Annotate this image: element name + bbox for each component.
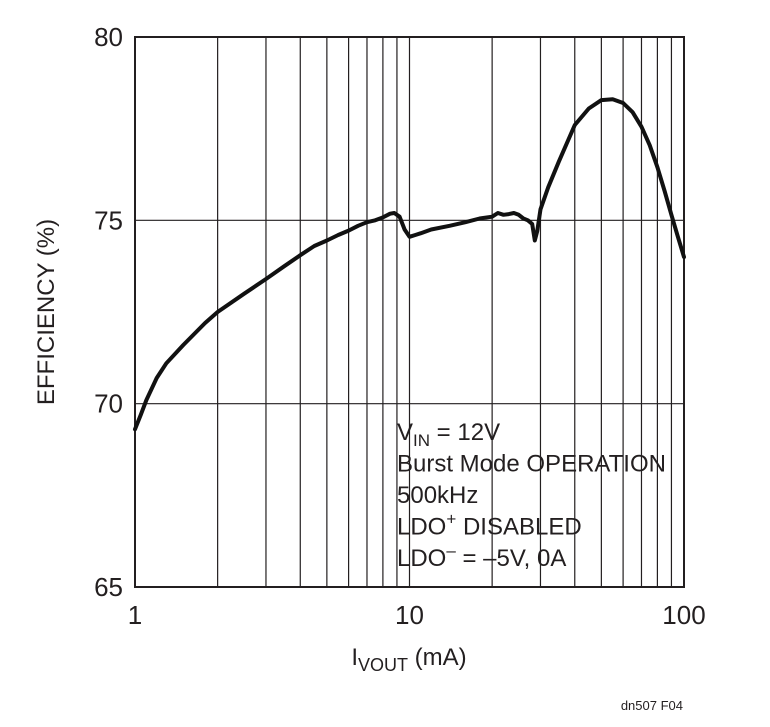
annotation-tail: = 12V [430,419,500,446]
plot-frame [134,36,685,588]
y-tick-label: 70 [94,389,123,419]
series-layer [133,97,686,432]
annotation-main: Burst Mode OPERATION [397,451,666,478]
annotation-main: LDO [397,514,446,541]
annotation-subscript: IN [413,431,430,450]
tick-labels: 1 10 100 65 70 75 80 [94,22,706,630]
annotation-tail: DISABLED [456,514,581,541]
x-tick-label: 1 [128,600,142,630]
x-tick-label: 10 [395,600,424,630]
y-tick-label: 75 [94,205,123,235]
y-axis-label: EFFICIENCY (%) [33,219,60,405]
annotation-line: 500kHz [397,482,478,509]
annotation-superscript: – [446,541,456,560]
annotation-line: Burst Mode OPERATION [397,451,666,478]
y-tick-label: 80 [94,22,123,52]
annotation-main: V [397,419,413,446]
annotation-line: LDO+ DISABLED [397,510,582,541]
efficiency-curve [133,97,686,432]
annotation-main: LDO [397,545,446,572]
x-axis-label-sub: VOUT [358,655,408,675]
y-tick-label: 65 [94,572,123,602]
annotation-line: VIN = 12V [397,419,500,450]
annotation-main: 500kHz [397,482,478,509]
x-axis-label-tail: (mA) [408,644,467,671]
figure-id: dn507 F04 [621,698,683,713]
annotation-tail: = –5V, 0A [456,545,567,572]
annotation-superscript: + [446,510,456,529]
annotation-line: LDO– = –5V, 0A [397,541,566,572]
x-axis-label-main: I [351,644,358,671]
x-axis-label: IVOUT (mA) [351,644,466,675]
x-tick-label: 100 [662,600,705,630]
